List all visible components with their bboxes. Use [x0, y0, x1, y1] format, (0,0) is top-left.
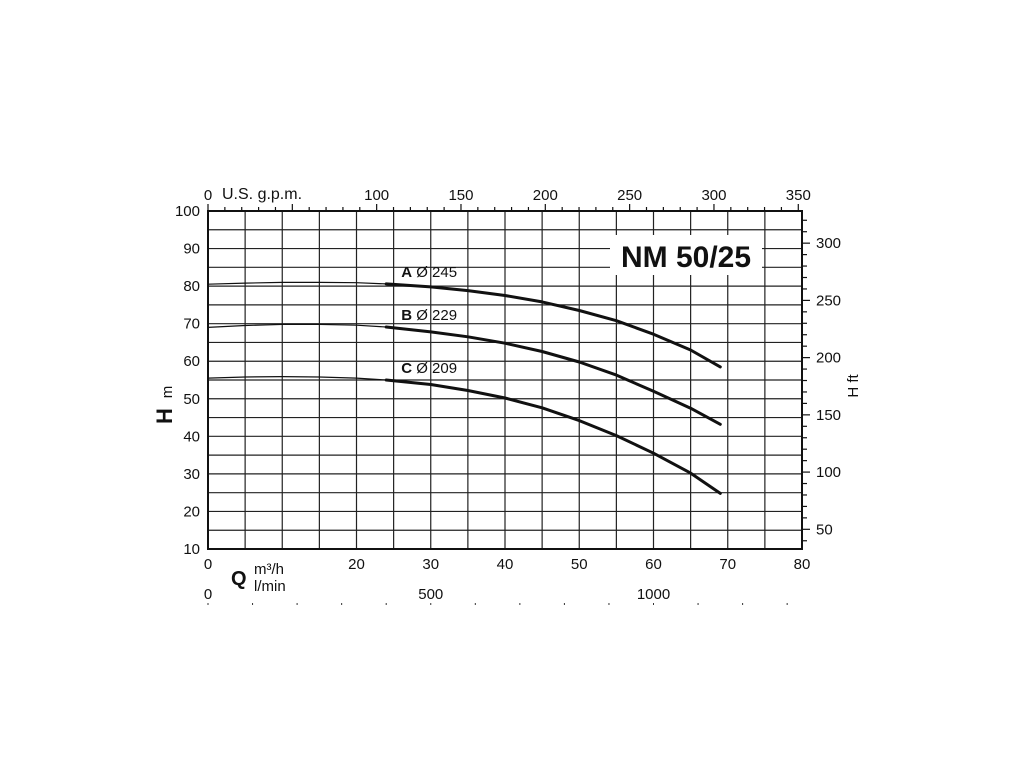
x-axis-unit-m3h: m³/h: [254, 561, 284, 578]
x-tick-label: 40: [497, 556, 514, 573]
curve-letter: B: [401, 307, 412, 324]
curve-A-shutoff: [207, 281, 387, 285]
y-tick-label: 100: [175, 203, 200, 220]
top-tick-label: 100: [364, 187, 389, 204]
curve-B-shutoff: [207, 323, 387, 328]
right-tick-label: 250: [816, 292, 841, 309]
top-tick-label: 150: [448, 187, 473, 204]
y-tick-label: 70: [183, 316, 200, 333]
curve-C-shutoff: [207, 376, 387, 381]
y-tick-label: 60: [183, 353, 200, 370]
y-tick-label: 10: [183, 541, 200, 558]
series-curves: [207, 281, 722, 495]
y-axis-unit: m: [159, 386, 176, 399]
top-tick-label: 250: [617, 187, 642, 204]
y-tick-label: 50: [183, 391, 200, 408]
x-tick-label: 30: [422, 556, 439, 573]
y-tick-label: 40: [183, 428, 200, 445]
lmin-tick-label: 0: [204, 586, 212, 603]
curve-letter: A: [401, 264, 412, 281]
x-tick-label: 80: [794, 556, 811, 573]
curve-B: [384, 325, 722, 426]
x-tick-label: 0: [204, 556, 212, 573]
curve-diameter: Ø 245: [412, 264, 457, 281]
x-axis-unit-lmin: l/min: [254, 578, 286, 595]
curve-label-C: C Ø 209: [401, 360, 457, 377]
y-tick-label: 20: [183, 503, 200, 520]
curve-diameter: Ø 229: [412, 307, 457, 324]
curve-label-A: A Ø 245: [401, 264, 457, 281]
y-tick-label: 90: [183, 241, 200, 258]
x-tick-label: 70: [719, 556, 736, 573]
right-tick-label: 150: [816, 407, 841, 424]
right-tick-label: 100: [816, 464, 841, 481]
right-axis-label: H ft: [845, 374, 862, 398]
lmin-tick-label: 500: [418, 586, 443, 603]
y-axis-symbol: H: [152, 408, 177, 424]
chart-title: NM 50/25: [621, 241, 751, 274]
y-tick-label: 80: [183, 278, 200, 295]
top-tick-label: 0: [204, 187, 212, 204]
lmin-tick-label: 1000: [637, 586, 670, 603]
x-tick-label: 20: [348, 556, 365, 573]
curve-label-B: B Ø 229: [401, 307, 457, 324]
y-tick-label: 30: [183, 466, 200, 483]
x-tick-label: 60: [645, 556, 662, 573]
top-tick-label: 350: [786, 187, 811, 204]
curve-A: [384, 282, 722, 369]
curve-letter: C: [401, 360, 412, 377]
right-tick-label: 300: [816, 235, 841, 252]
axis-ticks: [207, 204, 810, 605]
top-tick-label: 200: [533, 187, 558, 204]
x-tick-label: 50: [571, 556, 588, 573]
title-box: [610, 235, 762, 275]
top-axis-unit: U.S. g.p.m.: [222, 186, 302, 203]
curve-diameter: Ø 209: [412, 360, 457, 377]
right-tick-label: 50: [816, 521, 833, 538]
curve-C: [384, 378, 722, 495]
right-tick-label: 200: [816, 350, 841, 367]
top-tick-label: 300: [701, 187, 726, 204]
x-axis-symbol: Q: [231, 568, 247, 590]
